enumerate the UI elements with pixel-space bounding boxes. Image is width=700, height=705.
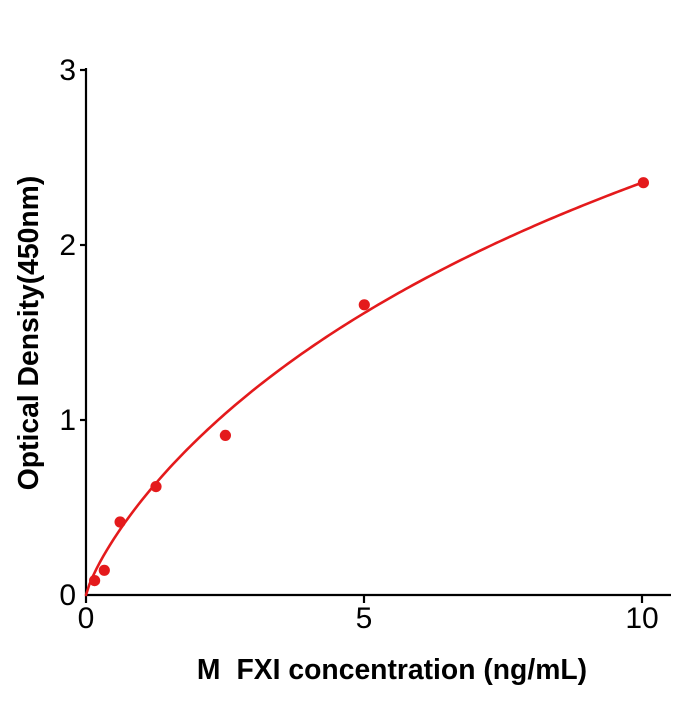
svg-text:Optical Density(450nm): Optical Density(450nm) <box>12 176 44 491</box>
svg-text:0: 0 <box>78 602 95 635</box>
svg-text:3: 3 <box>59 54 76 87</box>
svg-text:0: 0 <box>59 579 76 612</box>
svg-text:1: 1 <box>59 404 76 437</box>
svg-text:5: 5 <box>356 602 373 635</box>
svg-text:2: 2 <box>59 229 76 262</box>
svg-text:10: 10 <box>625 602 658 635</box>
